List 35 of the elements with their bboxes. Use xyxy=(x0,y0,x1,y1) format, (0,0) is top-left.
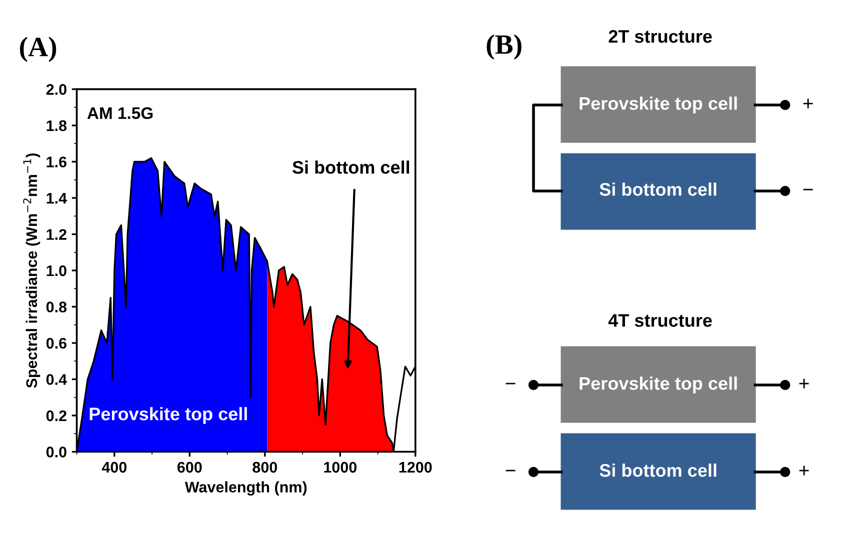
text: + xyxy=(799,378,809,388)
y-tick-label: 1.8 xyxy=(46,120,67,132)
y-tick-label: 1.0 xyxy=(46,265,66,276)
text: − xyxy=(803,188,813,190)
annotation: AM 1.5G xyxy=(87,107,153,120)
x-tick-label: 600 xyxy=(177,462,202,473)
text: − xyxy=(506,382,516,384)
x-tick-label: 1200 xyxy=(399,462,432,473)
text: Si bottom cell xyxy=(600,464,716,477)
text: (B) xyxy=(486,34,522,60)
y-tick-label: 0.8 xyxy=(46,302,67,312)
y-tick-label: 1.2 xyxy=(46,229,66,240)
x-axis-title: Wavelength (nm) xyxy=(184,481,307,496)
y-axis-title: Spectral irradiance (Wm$^{−2}$nm$^{−1}$) xyxy=(23,153,40,388)
x-tick-label: 400 xyxy=(102,462,127,473)
y-tick-label: 1.4 xyxy=(46,192,67,204)
text: 4T structure xyxy=(608,314,712,327)
text: Perovskite top cell xyxy=(580,96,737,114)
annotation: Si bottom cell xyxy=(292,160,410,174)
text: − xyxy=(506,470,516,472)
y-tick-label: 0.6 xyxy=(46,338,66,349)
x-tick-label: 1000 xyxy=(324,462,357,473)
text: Si bottom cell xyxy=(600,182,716,196)
x-tick-label: 800 xyxy=(252,462,278,473)
text: + xyxy=(799,466,809,476)
y-tick-label: 2.0 xyxy=(46,84,66,95)
text: Perovskite top cell xyxy=(580,376,737,394)
y-tick-label: 1.6 xyxy=(46,156,66,168)
text: + xyxy=(803,98,813,108)
y-tick-label: 0.0 xyxy=(46,446,66,458)
y-tick-label: 0.4 xyxy=(46,374,67,385)
y-tick-label: 0.2 xyxy=(46,410,66,422)
text: (A) xyxy=(20,36,56,62)
text: 2T structure xyxy=(608,30,712,43)
annotation: Perovskite top cell xyxy=(90,407,247,424)
